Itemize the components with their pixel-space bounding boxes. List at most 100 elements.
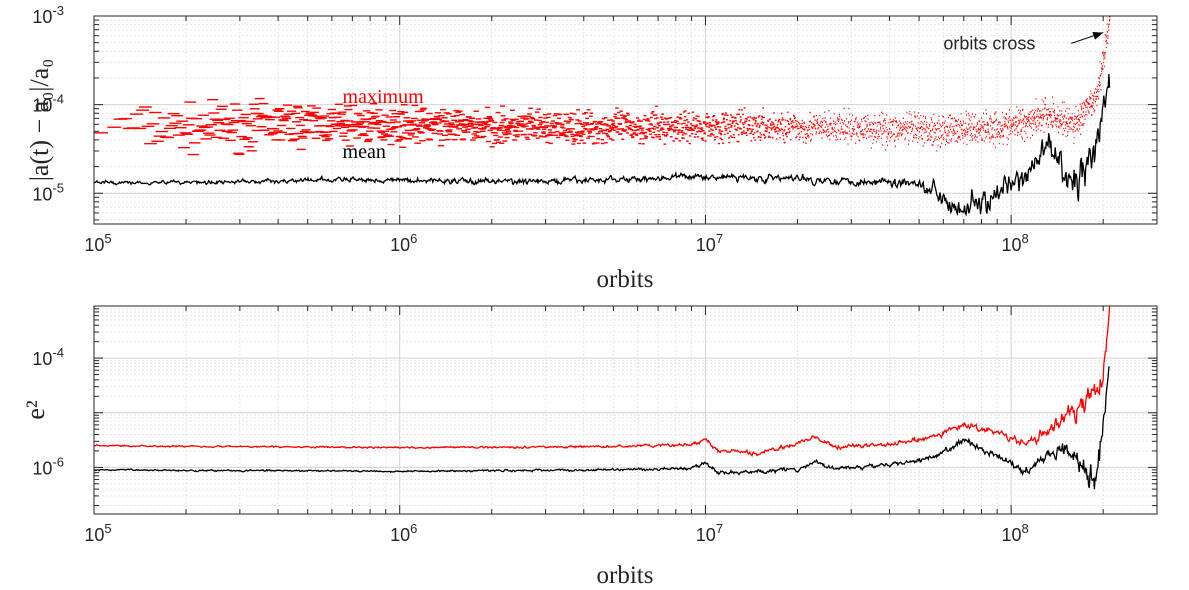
maximum-point xyxy=(995,129,997,131)
maximum-point xyxy=(442,134,449,137)
maximum-point xyxy=(922,138,924,140)
maximum-point xyxy=(814,124,816,126)
maximum-point xyxy=(583,124,588,126)
maximum-point xyxy=(686,126,689,129)
maximum-point xyxy=(654,114,658,116)
maximum-point xyxy=(970,129,972,132)
maximum-point xyxy=(1095,98,1097,100)
maximum-point xyxy=(1047,117,1049,119)
maximum-point xyxy=(944,129,946,131)
maximum-point xyxy=(559,126,564,128)
maximum-point xyxy=(772,122,774,124)
maximum-point xyxy=(875,136,877,138)
maximum-point xyxy=(667,123,670,126)
maximum-point xyxy=(998,142,1000,145)
maximum-point xyxy=(1019,112,1021,114)
maximum-point xyxy=(944,127,946,129)
x-tick-label: 108 xyxy=(1002,231,1029,255)
maximum-point xyxy=(1003,116,1005,118)
maximum-point xyxy=(579,132,584,134)
maximum-point xyxy=(978,132,980,134)
maximum-point xyxy=(1017,119,1019,122)
maximum-point xyxy=(578,134,583,137)
maximum-point xyxy=(1058,121,1060,123)
maximum-point xyxy=(931,144,933,146)
maximum-point xyxy=(894,145,896,148)
maximum-point xyxy=(1085,98,1087,101)
maximum-point xyxy=(778,118,781,121)
maximum-point xyxy=(805,136,807,139)
maximum-point xyxy=(896,121,898,124)
maximum-point xyxy=(628,127,632,130)
maximum-point xyxy=(827,125,829,128)
maximum-point xyxy=(500,115,506,117)
maximum-point xyxy=(858,126,860,129)
maximum-point xyxy=(343,105,352,107)
maximum-point xyxy=(831,133,833,135)
maximum-point xyxy=(853,120,855,123)
maximum-point xyxy=(997,130,999,133)
maximum-point xyxy=(801,126,803,129)
maximum-point xyxy=(753,132,756,134)
maximum-point xyxy=(685,119,689,121)
maximum-point xyxy=(674,121,677,124)
maximum-point xyxy=(332,127,341,130)
maximum-point xyxy=(1100,74,1102,77)
maximum-point xyxy=(918,117,920,120)
maximum-point xyxy=(562,131,567,134)
maximum-point xyxy=(1011,131,1013,133)
maximum-point xyxy=(228,121,240,124)
maximum-point xyxy=(558,132,563,134)
maximum-point xyxy=(1073,125,1075,128)
maximum-point xyxy=(1107,26,1109,28)
maximum-point xyxy=(967,128,969,130)
maximum-point xyxy=(682,111,686,113)
maximum-point xyxy=(1078,124,1080,126)
maximum-point xyxy=(676,116,679,118)
maximum-point xyxy=(887,137,889,140)
maximum-point xyxy=(1074,115,1076,117)
maximum-point xyxy=(1081,108,1083,111)
maximum-point xyxy=(581,133,586,135)
maximum-point xyxy=(469,117,476,120)
maximum-point xyxy=(838,113,840,116)
maximum-point xyxy=(324,138,334,140)
maximum-point xyxy=(987,130,989,132)
maximum-point xyxy=(733,136,736,139)
maximum-point xyxy=(1074,126,1076,129)
maximum-point xyxy=(349,129,358,131)
maximum-point xyxy=(797,125,799,127)
maximum-point xyxy=(1094,95,1096,98)
maximum-point xyxy=(649,133,653,135)
maximum-point xyxy=(320,115,330,117)
maximum-point xyxy=(832,131,834,133)
maximum-point xyxy=(1086,114,1088,116)
maximum-point xyxy=(652,114,656,116)
maximum-point xyxy=(1026,118,1028,121)
maximum-point xyxy=(1109,16,1111,18)
maximum-point xyxy=(700,130,703,133)
maximum-point xyxy=(822,131,824,134)
maximum-point xyxy=(764,136,767,138)
maximum-point xyxy=(575,119,580,121)
maximum-point xyxy=(965,127,967,129)
maximum-point xyxy=(777,133,779,135)
maximum-point xyxy=(881,133,883,135)
maximum-point xyxy=(784,119,786,121)
maximum-point xyxy=(885,149,887,151)
maximum-point xyxy=(814,125,816,127)
maximum-point xyxy=(708,130,711,132)
maximum-point xyxy=(407,121,414,124)
maximum-point xyxy=(644,131,648,134)
maximum-point xyxy=(711,129,714,131)
maximum-point xyxy=(1046,119,1048,121)
maximum-point xyxy=(1025,124,1027,127)
maximum-point xyxy=(1005,124,1007,127)
maximum-point xyxy=(524,136,530,139)
maximum-point xyxy=(806,132,808,135)
maximum-point xyxy=(751,124,754,127)
maximum-point xyxy=(1045,103,1047,106)
maximum-point xyxy=(976,131,978,133)
maximum-point xyxy=(253,112,264,115)
maximum-point xyxy=(1106,42,1108,44)
